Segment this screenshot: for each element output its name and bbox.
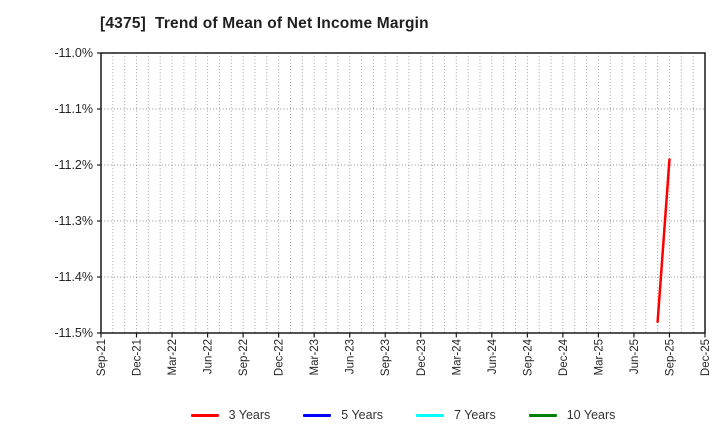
legend-label-3-years: 3 Years	[228, 408, 271, 422]
y-tick-label: -11.0%	[54, 46, 93, 60]
x-tick-label: Mar-25	[593, 339, 605, 375]
legend-item-5-years: 5 Years	[303, 408, 383, 422]
x-tick-label: Jun-24	[487, 338, 499, 374]
plot-border	[100, 52, 706, 334]
x-tick-label: Sep-25	[664, 339, 676, 376]
x-tick-label: Jun-23	[345, 339, 357, 374]
legend-item-7-years: 7 Years	[416, 408, 496, 422]
y-tick-label: -11.1%	[54, 102, 93, 116]
legend-label-5-years: 5 Years	[341, 408, 384, 422]
y-tick-label: -11.2%	[54, 158, 93, 172]
x-tick-label: Dec-21	[132, 339, 144, 376]
chart-legend: 3 Years 5 Years 7 Years 10 Years	[101, 401, 705, 429]
x-tick-label: Dec-23	[416, 339, 428, 376]
x-tick-label: Sep-21	[96, 339, 108, 376]
y-axis-labels: -11.0% -11.1% -11.2% -11.3% -11.4% -11.5%	[54, 46, 93, 340]
x-tick-label: Mar-22	[167, 339, 179, 375]
legend-item-3-years: 3 Years	[190, 408, 271, 422]
legend-swatch-10-years	[528, 413, 557, 417]
legend-swatch-7-years	[416, 413, 445, 417]
x-tick-label: Dec-25	[700, 339, 712, 376]
x-tick-label: Dec-24	[558, 338, 570, 376]
x-tick-label: Mar-24	[451, 338, 463, 375]
x-tick-label: Jun-22	[203, 339, 215, 374]
x-tick-label: Sep-23	[380, 339, 392, 376]
chart-title: [4375] Trend of Mean of Net Income Margi…	[100, 15, 429, 32]
x-axis-labels: Sep-21 Dec-21 Mar-22 Jun-22 Sep-22 Dec-22 Mar-…	[96, 338, 712, 376]
legend-swatch-3-years	[190, 413, 219, 417]
legend-label-7-years: 7 Years	[454, 408, 496, 422]
x-gridlines	[112, 53, 694, 333]
y-gridlines	[101, 108, 705, 278]
legend-swatch-5-years	[303, 413, 332, 417]
x-tick-label: Sep-24	[522, 338, 534, 376]
legend-label-10-years: 10 Years	[566, 408, 616, 422]
legend-item-10-years: 10 Years	[528, 408, 616, 422]
series-line-3-years	[656, 158, 671, 324]
axis-ticks	[97, 52, 706, 338]
y-tick-label: -11.3%	[54, 214, 93, 228]
x-tick-label: Sep-22	[238, 339, 250, 376]
x-tick-label: Jun-25	[629, 339, 641, 374]
x-tick-label: Mar-23	[309, 339, 321, 375]
y-tick-label: -11.5%	[54, 326, 93, 340]
x-tick-label: Dec-22	[274, 339, 286, 376]
y-tick-label: -11.4%	[54, 270, 93, 284]
